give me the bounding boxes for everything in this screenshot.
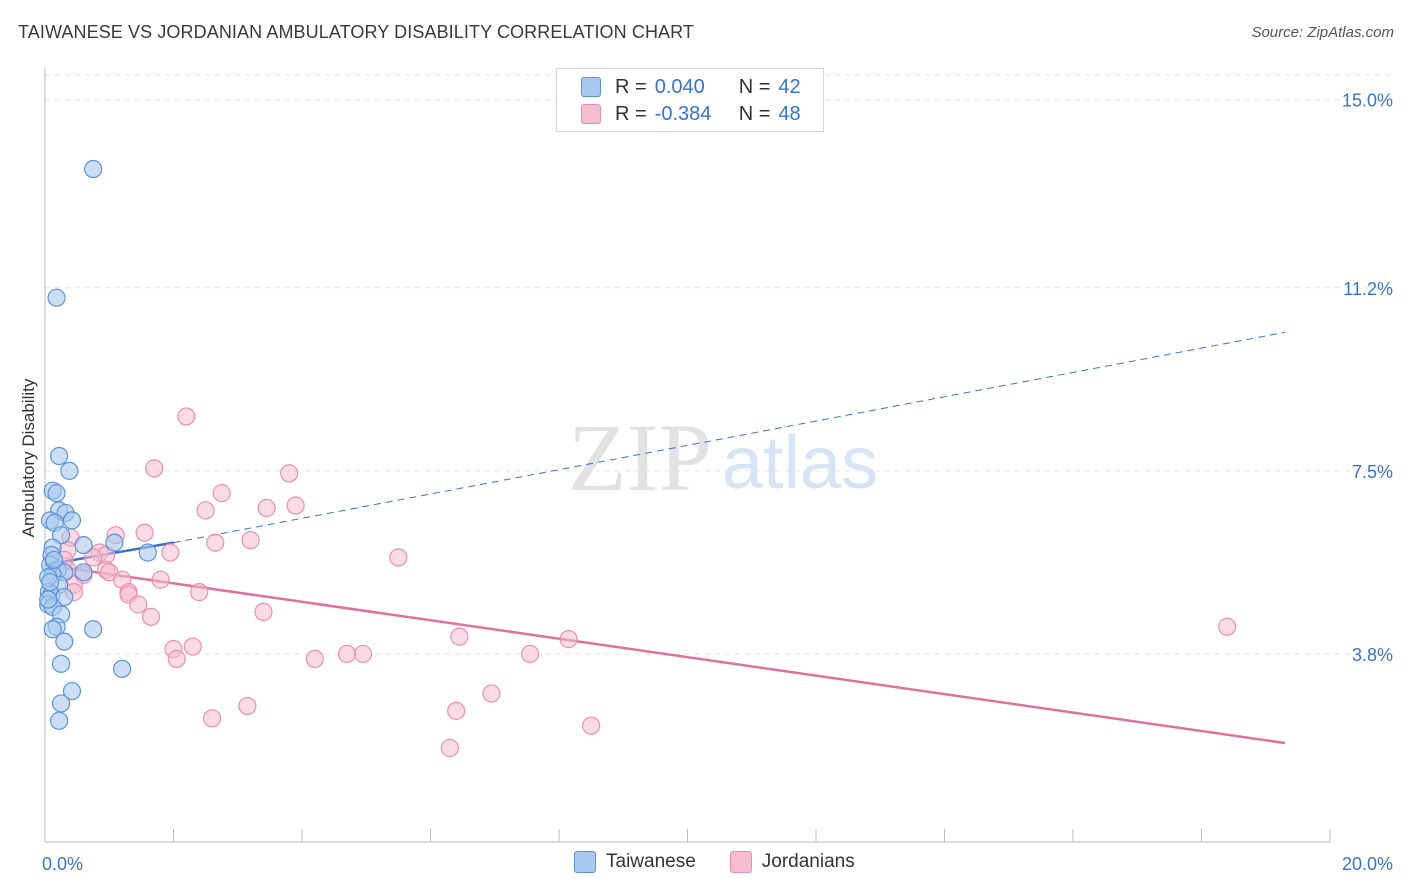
taiwanese-point [44,550,64,570]
jordanian-point [447,701,466,720]
taiwanese-point [74,535,93,555]
jordanian-point [582,716,601,735]
watermark-zip: ZIP [568,404,712,511]
taiwanese-point [47,288,66,307]
legend-row-taiwanese: R = 0.040 N = 42 [581,74,801,100]
source-label: Source: ZipAtlas.com [1251,24,1394,41]
jordanian-point [1218,617,1237,636]
taiwanese-point [55,632,74,651]
taiwanese-point [51,654,71,673]
legend-label-jordanians: Jordanians [761,851,855,872]
jordanian-point [190,583,209,602]
jordanian-point [482,684,501,703]
series-legend: Taiwanese Jordanians [574,851,889,873]
jordanian-point [353,644,373,664]
jordanian-point [129,595,148,614]
legend-item-jordanians[interactable]: Jordanians [729,851,855,873]
jordanian-swatch-icon [581,104,601,124]
jordanian-point [520,644,540,664]
taiwanese-point [105,533,124,552]
jordanian-point [254,602,273,622]
jordanian-point [161,543,180,562]
n-value: 42 [778,75,801,98]
taiwanese-trend-dashed [173,331,1286,544]
y-axis-label: Ambulatory Disability [19,378,38,537]
jordanian-point [135,523,154,542]
taiwanese-point [62,511,82,530]
taiwanese-point [74,563,93,582]
jordanian-point [167,649,186,669]
jordanian-point [257,498,276,518]
y-tick-label: 11.2% [1343,279,1393,299]
taiwanese-point [43,620,62,639]
axes [44,68,1331,843]
jordanian-point [151,570,170,589]
y-tick-label: 3.8% [1352,645,1393,665]
jordanian-point [440,738,459,758]
jordanian-point [183,637,202,656]
taiwanese-point [47,484,66,503]
correlation-legend: R = 0.040 N = 42 R = -0.384 N = 48 [556,68,824,132]
taiwanese-point [51,694,71,713]
jordanian-point [286,496,305,515]
r-label: R = [615,75,647,98]
jordanian-point [305,649,324,669]
taiwanese-swatch-icon [581,77,601,97]
taiwanese-point [50,446,69,466]
n-label: N = [738,75,771,98]
jordanian-point [450,627,469,646]
jordanian-point [337,644,357,664]
taiwanese-point [60,461,79,480]
taiwanese-point [112,659,132,678]
trend-lines [44,331,1286,745]
axis-labels: 3.8% 7.5% 11.2% 15.0% 0.0% 20.0% Ambulatory Di… [19,91,1393,874]
n-label: N = [738,102,771,125]
jordanian-point [141,607,161,626]
jordanian-point [241,531,260,550]
r-value: -0.384 [654,102,712,125]
legend-item-taiwanese[interactable]: Taiwanese [574,851,696,873]
jordanian-point [206,533,225,552]
jordanian-point [196,501,215,520]
x-tick-label-min: 0.0% [42,854,83,874]
jordanian-point [145,459,164,478]
jordanian-trend-line [44,563,1286,745]
x-tick-label-max: 20.0% [1342,854,1393,874]
legend-label-taiwanese: Taiwanese [606,851,696,872]
r-label: R = [615,102,647,125]
jordanian-legend-icon [729,851,752,873]
jordanian-point [280,464,299,483]
grid-lines [45,74,1392,655]
taiwanese-point [62,681,82,701]
watermark-atlas: atlas [722,421,878,504]
taiwanese-point [41,573,60,592]
jordanian-point [202,709,222,728]
n-value: 48 [778,102,801,125]
chart-title: TAIWANESE VS JORDANIAN AMBULATORY DISABI… [18,22,695,42]
jordanian-point [559,630,578,649]
y-tick-label: 7.5% [1352,462,1393,482]
jordanian-point [238,696,257,716]
legend-row-jordanians: R = -0.384 N = 48 [581,101,801,127]
taiwanese-point [50,711,69,730]
taiwanese-point [84,620,103,639]
y-tick-label: 15.0% [1342,91,1393,111]
jordanian-point [389,548,408,567]
taiwanese-point [138,543,157,562]
data-points [39,159,1237,758]
jordanian-point [84,548,103,567]
watermark: ZIP atlas [568,404,878,511]
r-value: 0.040 [654,75,705,98]
jordanian-point [212,484,231,503]
taiwanese-point [84,159,103,179]
taiwanese-point [39,590,58,609]
jordanian-point [177,407,196,426]
taiwanese-legend-icon [574,851,596,873]
